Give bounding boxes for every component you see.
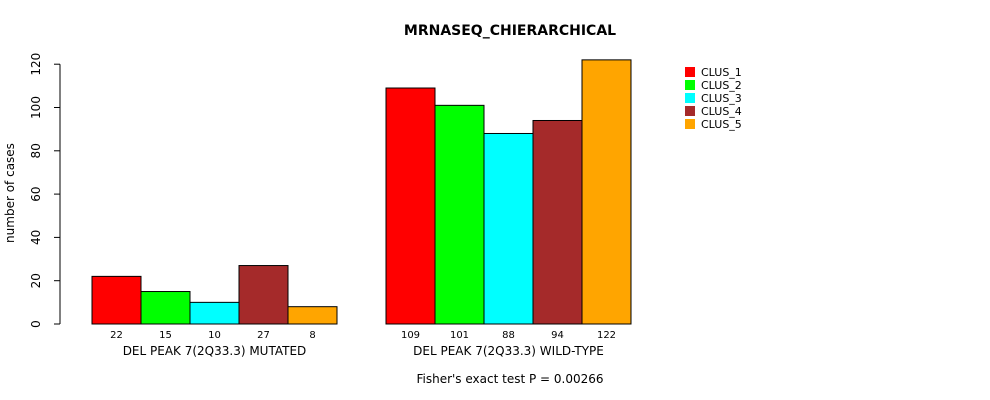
bars: 22 15 10 27 8 109 101 88 94 122	[91, 59, 632, 341]
bar-clus-3-group-1	[189, 301, 240, 325]
bar-clus-3-group-2	[483, 132, 534, 325]
chart-title: MRNASEQ_CHIERARCHICAL	[404, 23, 616, 39]
group-labels: DEL PEAK 7(2Q33.3) MUTATED DEL PEAK 7(2Q3…	[123, 344, 604, 358]
bar-clus-5-group-2	[581, 59, 632, 325]
bar-clus-5-group-1	[287, 306, 338, 325]
bar-clus-1-group-2	[385, 87, 436, 325]
y-tick-label: 0	[29, 320, 43, 328]
y-tick-label: 100	[29, 96, 43, 119]
bar-clus-4-group-2	[532, 119, 583, 325]
bar-value-label: 8	[309, 330, 315, 341]
category-label-1: DEL PEAK 7(2Q33.3) MUTATED	[123, 344, 307, 358]
y-axis-label: number of cases	[3, 143, 17, 243]
legend-swatch	[685, 106, 695, 116]
bar-value-label: 22	[110, 330, 123, 341]
bar-clus-1-group-1	[91, 275, 142, 325]
legend-swatch	[685, 67, 695, 77]
bar-value-label: 94	[551, 330, 564, 341]
bar-clus-2-group-1	[140, 291, 191, 325]
legend-entry: CLUS_5	[701, 118, 742, 131]
y-tick-label: 80	[29, 143, 43, 158]
legend-swatch	[685, 93, 695, 103]
bar-value-label: 109	[401, 330, 420, 341]
bar-value-label: 101	[450, 330, 469, 341]
legend-entry: CLUS_4	[701, 105, 742, 118]
legend-swatch	[685, 80, 695, 90]
category-label-2: DEL PEAK 7(2Q33.3) WILD-TYPE	[413, 344, 604, 358]
bar-value-label: 122	[597, 330, 616, 341]
bar-value-label: 27	[257, 330, 270, 341]
y-tick-label: 120	[29, 53, 43, 76]
legend-swatch	[685, 119, 695, 129]
bar-value-label: 88	[502, 330, 515, 341]
legend-entry: CLUS_3	[701, 92, 742, 105]
y-tick-label: 60	[29, 186, 43, 201]
bar-value-label: 15	[159, 330, 172, 341]
y-tick-label: 40	[29, 230, 43, 245]
y-tick-label: 20	[29, 273, 43, 288]
bar-clus-4-group-1	[238, 265, 289, 325]
bar-clus-2-group-2	[434, 104, 485, 325]
legend-entry: CLUS_2	[701, 79, 742, 92]
bar-value-label: 10	[208, 330, 221, 341]
legend-entry: CLUS_1	[701, 66, 742, 79]
fisher-test-annotation: Fisher's exact test P = 0.00266	[416, 372, 603, 386]
y-axis: 0 20 40 60 80 100 120	[29, 53, 61, 328]
